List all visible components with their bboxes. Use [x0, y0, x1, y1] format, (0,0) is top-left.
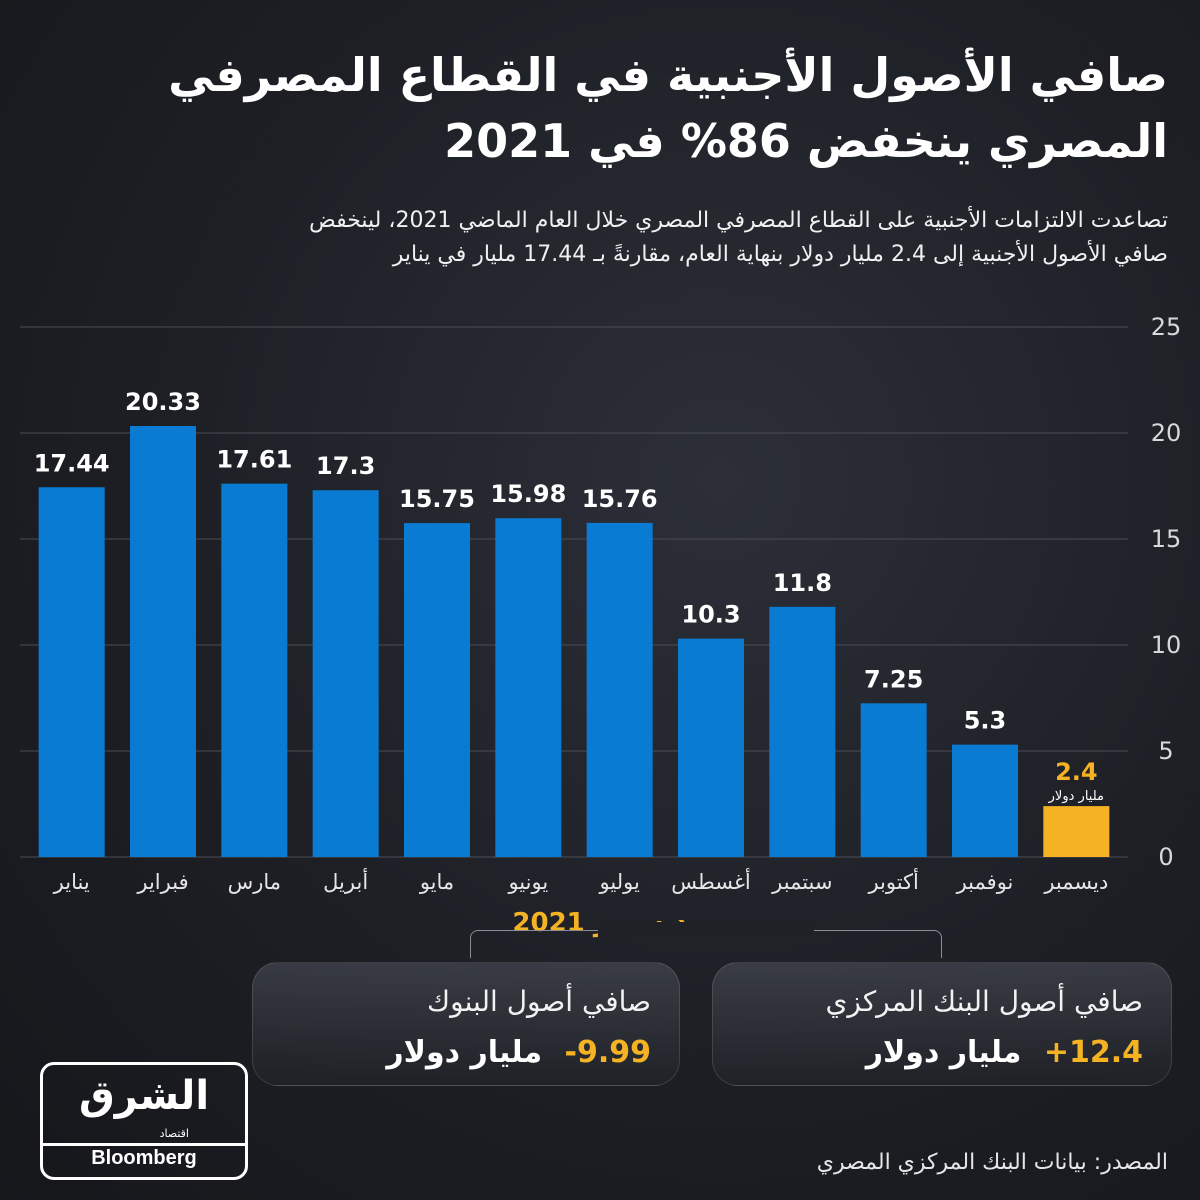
- bar: [860, 703, 927, 857]
- chart-subtitle: تصاعدت الالتزامات الأجنبية على القطاع ال…: [28, 204, 1168, 272]
- bar: [678, 638, 744, 857]
- x-tick-label: ديسمبر: [1043, 870, 1108, 894]
- bar: [221, 483, 288, 857]
- x-tick-label: نوفمبر: [956, 870, 1014, 894]
- central-card-title: صافي أصول البنك المركزي: [825, 985, 1143, 1018]
- data-label: 17.61: [216, 446, 292, 474]
- data-label: 10.3: [681, 601, 740, 629]
- asharq-bloomberg-logo: الشرق اقتصاد Bloomberg: [40, 1062, 248, 1180]
- bar: [769, 606, 836, 857]
- banks-unit: مليار دولار: [386, 1035, 543, 1070]
- data-label: 5.3: [964, 707, 1007, 735]
- bar: [952, 744, 1018, 857]
- bar: [495, 518, 562, 857]
- x-tick-label: يونيو: [507, 870, 548, 894]
- banks-card-title: صافي أصول البنوك: [427, 985, 651, 1018]
- x-tick-label: سبتمبر: [771, 870, 832, 894]
- logo-arabic: الشرق: [78, 1073, 210, 1119]
- title-line-2: المصري ينخفض 86% في 2021: [444, 114, 1168, 168]
- banks-net-assets-card: صافي أصول البنوك -9.99 مليار دولار: [252, 962, 680, 1086]
- bar: [586, 522, 653, 857]
- banks-card-value: -9.99 مليار دولار: [386, 1035, 651, 1070]
- data-label: 2.4: [1055, 758, 1098, 786]
- x-tick-label: مايو: [419, 870, 454, 894]
- x-tick-label: يوليو: [599, 870, 640, 894]
- data-label: 17.3: [316, 452, 375, 480]
- data-label: 15.76: [582, 485, 658, 513]
- central-unit: مليار دولار: [865, 1035, 1022, 1070]
- bar: [312, 490, 379, 857]
- subtitle-line-2: صافي الأصول الأجنبية إلى 2.4 مليار دولار…: [392, 242, 1168, 267]
- source-note: المصدر: بيانات البنك المركزي المصري: [816, 1150, 1168, 1175]
- x-tick-label: فبراير: [136, 870, 188, 894]
- data-label: 15.98: [490, 480, 566, 508]
- data-label: 11.8: [773, 569, 832, 597]
- bar: [1043, 806, 1110, 857]
- logo-brand: Bloomberg: [91, 1147, 197, 1169]
- logo-divider: [40, 1143, 248, 1146]
- data-label: 17.44: [34, 449, 110, 477]
- central-card-value: +12.4 مليار دولار: [866, 1035, 1143, 1070]
- title-line-1: صافي الأصول الأجنبية في القطاع المصرفي: [168, 48, 1168, 102]
- y-tick-label: 5: [1158, 737, 1173, 765]
- central-value: +12.4: [1043, 1035, 1143, 1070]
- y-tick-label: 0: [1158, 843, 1173, 871]
- x-tick-label: يناير: [53, 870, 90, 894]
- y-tick-label: 20: [1151, 419, 1182, 447]
- bar-chart: 0 5 10 15 20 25 17.44 يناير 20.33 فبراير 17.61 مارس…: [20, 313, 1182, 894]
- bar: [130, 426, 196, 857]
- x-tick-label: أغسطس: [671, 868, 751, 894]
- logo-sub: اقتصاد: [159, 1127, 189, 1140]
- data-label: 15.75: [399, 485, 475, 513]
- central-bank-net-assets-card: صافي أصول البنك المركزي +12.4 مليار دولا…: [712, 962, 1172, 1086]
- bar: [38, 487, 105, 857]
- data-label: 20.33: [125, 388, 201, 416]
- x-tick-label: مارس: [228, 870, 281, 894]
- data-label: 7.25: [864, 665, 923, 693]
- bracket-gap: [598, 922, 814, 938]
- y-tick-label: 15: [1151, 525, 1182, 553]
- y-tick-label: 25: [1151, 313, 1182, 341]
- chart-title: صافي الأصول الأجنبية في القطاع المصرفي ا…: [48, 42, 1168, 174]
- banks-value: -9.99: [564, 1035, 651, 1070]
- x-tick-label: أكتوبر: [867, 868, 918, 894]
- y-tick-label: 10: [1151, 631, 1182, 659]
- subtitle-line-1: تصاعدت الالتزامات الأجنبية على القطاع ال…: [309, 208, 1168, 233]
- data-label-unit: مليار دولار: [1048, 789, 1104, 804]
- x-tick-label: أبريل: [323, 868, 368, 894]
- bar: [404, 523, 470, 857]
